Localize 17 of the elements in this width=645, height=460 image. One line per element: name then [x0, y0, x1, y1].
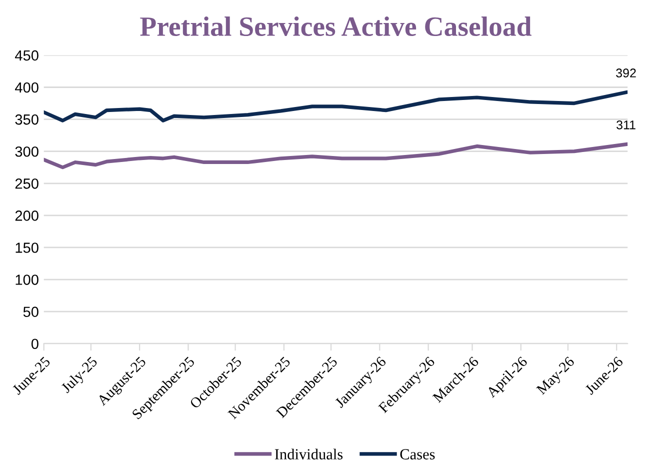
y-tick-label: 200 [15, 210, 38, 221]
y-tick-label: 50 [23, 306, 38, 317]
data-label: 392 [616, 68, 636, 78]
data-label: 311 [616, 120, 636, 130]
y-tick-label: 400 [15, 82, 38, 93]
line-series [44, 142, 628, 170]
legend-label: Individuals [274, 448, 343, 460]
y-tick-label: 300 [15, 146, 38, 157]
y-tick-label: 0 [31, 338, 38, 350]
chart-title: Pretrial Services Active Caseload [140, 16, 532, 36]
y-tick-label: 100 [16, 274, 38, 285]
y-tick-label: 350 [15, 114, 38, 125]
y-tick-label: 250 [15, 178, 38, 189]
y-tick-label: 450 [15, 50, 38, 61]
y-tick-label: 150 [16, 242, 38, 253]
legend-label: Cases [400, 449, 435, 460]
line-series [44, 90, 628, 122]
